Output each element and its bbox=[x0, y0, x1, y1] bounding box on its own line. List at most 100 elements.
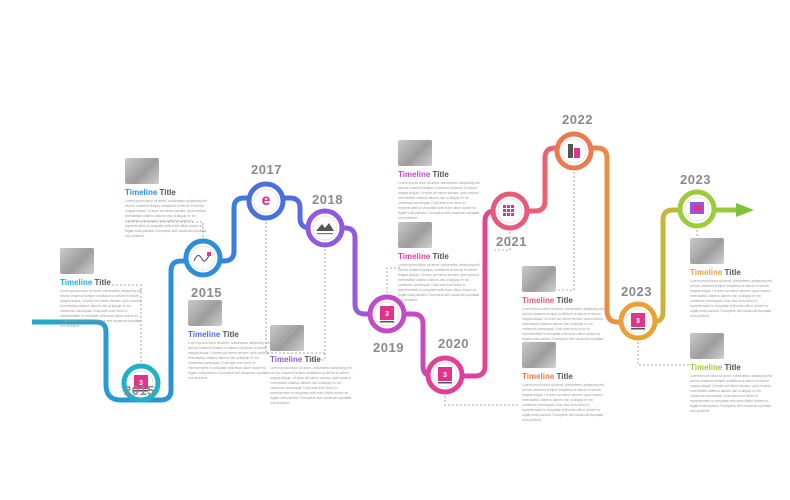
card-title-keyword: Timeline bbox=[522, 296, 555, 305]
card-title-keyword: Timeline bbox=[690, 268, 723, 277]
year-label: 2020 bbox=[438, 336, 469, 351]
card-title-rest: Title bbox=[430, 170, 449, 179]
building-logo-icon bbox=[568, 144, 573, 158]
milestone-node bbox=[183, 238, 223, 278]
grid-logo-cell bbox=[507, 205, 510, 208]
timeline-card: Timeline Title Lorem ipsum dolor sit amet… bbox=[125, 158, 211, 239]
card-title-rest: Title bbox=[554, 296, 573, 305]
timeline-card: Timeline Title Lorem ipsum dolor sit amet… bbox=[398, 222, 484, 303]
card-title-rest: Title bbox=[92, 278, 111, 287]
mountain-logo-icon bbox=[316, 223, 334, 231]
milestone-node: 3 bbox=[618, 301, 658, 341]
card-title: Timeline Title bbox=[690, 363, 776, 372]
milestone-inner bbox=[253, 188, 279, 214]
card-title-keyword: Timeline bbox=[398, 252, 431, 261]
connector-line bbox=[310, 245, 326, 361]
card-title: Timeline Title bbox=[398, 170, 484, 179]
card-body-text: Lorem ipsum dolor sit amet, consectetur … bbox=[270, 366, 353, 405]
logo-underline bbox=[380, 321, 394, 323]
card-title: Timeline Title bbox=[398, 252, 484, 261]
milestone-nodes: 3 e 3 3 3 bbox=[121, 131, 717, 403]
card-title-keyword: Timeline bbox=[188, 330, 221, 339]
connector-line bbox=[112, 284, 142, 366]
card-body-text: Lorem ipsum dolor sit amet, consectetur … bbox=[188, 341, 271, 380]
logo-mark-text: 3 bbox=[385, 311, 389, 318]
year-label: 2023 bbox=[621, 284, 652, 299]
card-title-keyword: Timeline bbox=[398, 170, 431, 179]
image-thumbnail bbox=[522, 342, 556, 368]
year-label: 2017 bbox=[251, 162, 282, 177]
milestone-node: e bbox=[246, 181, 286, 221]
hotel-logo-icon bbox=[380, 306, 394, 320]
logo-mark-text: 3 bbox=[636, 318, 640, 325]
connector-line bbox=[444, 392, 520, 406]
card-title-rest: Title bbox=[430, 252, 449, 261]
logo-accent bbox=[207, 252, 211, 256]
milestone-node bbox=[677, 189, 717, 229]
hotel-logo-icon bbox=[631, 313, 645, 327]
card-title-rest: Title bbox=[722, 268, 741, 277]
image-thumbnail bbox=[690, 238, 724, 264]
card-title: Timeline Title bbox=[125, 188, 211, 197]
card-title-keyword: Timeline bbox=[522, 372, 555, 381]
card-body-text: Lorem ipsum dolor sit amet, consectetur … bbox=[522, 383, 605, 422]
card-title: Timeline Title bbox=[60, 278, 146, 287]
connector-line bbox=[637, 338, 690, 366]
card-title-keyword: Timeline bbox=[270, 355, 303, 364]
milestone-node: 3 bbox=[367, 294, 407, 334]
logo-underline bbox=[631, 328, 645, 330]
card-title-keyword: Timeline bbox=[690, 363, 723, 372]
arrow-head-icon bbox=[736, 203, 754, 217]
card-title-rest: Title bbox=[302, 355, 321, 364]
card-title-rest: Title bbox=[722, 363, 741, 372]
box-logo-inner bbox=[693, 205, 701, 211]
year-label: 2022 bbox=[562, 112, 593, 127]
card-title-keyword: Timeline bbox=[125, 188, 158, 197]
year-label: 2021 bbox=[496, 234, 527, 249]
milestone-node bbox=[490, 191, 530, 231]
card-body-text: Lorem ipsum dolor sit amet, consectetur … bbox=[522, 307, 605, 346]
year-label: 2023 bbox=[680, 172, 711, 187]
card-title-keyword: Timeline bbox=[60, 278, 93, 287]
milestone-node bbox=[305, 208, 345, 248]
image-thumbnail bbox=[398, 222, 432, 248]
building-logo-accent bbox=[574, 148, 580, 158]
timeline-card: Timeline Title Lorem ipsum dolor sit amet… bbox=[270, 325, 356, 406]
card-body-text: Lorem ipsum dolor sit amet, consectetur … bbox=[125, 199, 208, 238]
milestone-inner bbox=[190, 245, 216, 271]
card-title: Timeline Title bbox=[270, 355, 356, 364]
image-thumbnail bbox=[125, 158, 159, 184]
card-body-text: Lorem ipsum dolor sit amet, consectetur … bbox=[690, 279, 773, 318]
year-label: 2015 bbox=[191, 285, 222, 300]
timeline-card: Timeline Title Lorem ipsum dolor sit amet… bbox=[690, 238, 776, 319]
timeline-card: Timeline Title Lorem ipsum dolor sit amet… bbox=[188, 300, 274, 381]
card-body-text: Lorem ipsum dolor sit amet, consectetur … bbox=[690, 374, 773, 413]
card-body-text: Lorem ipsum dolor sit amet, consectetur … bbox=[398, 263, 481, 302]
image-thumbnail bbox=[188, 300, 222, 326]
year-label: 2015 bbox=[124, 383, 155, 398]
grid-logo-cell bbox=[503, 205, 506, 208]
timeline-card: Timeline Title Lorem ipsum dolor sit amet… bbox=[522, 266, 608, 347]
timeline-card: Timeline Title Lorem ipsum dolor sit amet… bbox=[60, 248, 146, 329]
grid-logo-cell bbox=[511, 213, 514, 216]
milestone-node bbox=[554, 131, 594, 171]
grid-logo-cell bbox=[507, 209, 510, 212]
signature-logo-icon bbox=[193, 252, 211, 262]
grid-logo-cell bbox=[511, 205, 514, 208]
logo-underline bbox=[317, 233, 333, 235]
connector-line bbox=[493, 228, 511, 251]
hotel-logo-icon bbox=[438, 367, 452, 381]
year-label: 2019 bbox=[373, 340, 404, 355]
logo-underline bbox=[438, 382, 452, 384]
connector-line bbox=[386, 267, 400, 297]
hotel-logo-icon bbox=[134, 375, 148, 389]
timeline-card: Timeline Title Lorem ipsum dolor sit amet… bbox=[398, 140, 484, 221]
grid-logo-cell bbox=[507, 213, 510, 216]
grid-logo-cell bbox=[511, 209, 514, 212]
e-letter-logo-icon: e bbox=[262, 192, 271, 209]
image-thumbnail bbox=[270, 325, 304, 351]
card-title: Timeline Title bbox=[522, 372, 608, 381]
grid-logo-cell bbox=[503, 209, 506, 212]
card-title: Timeline Title bbox=[188, 330, 274, 339]
